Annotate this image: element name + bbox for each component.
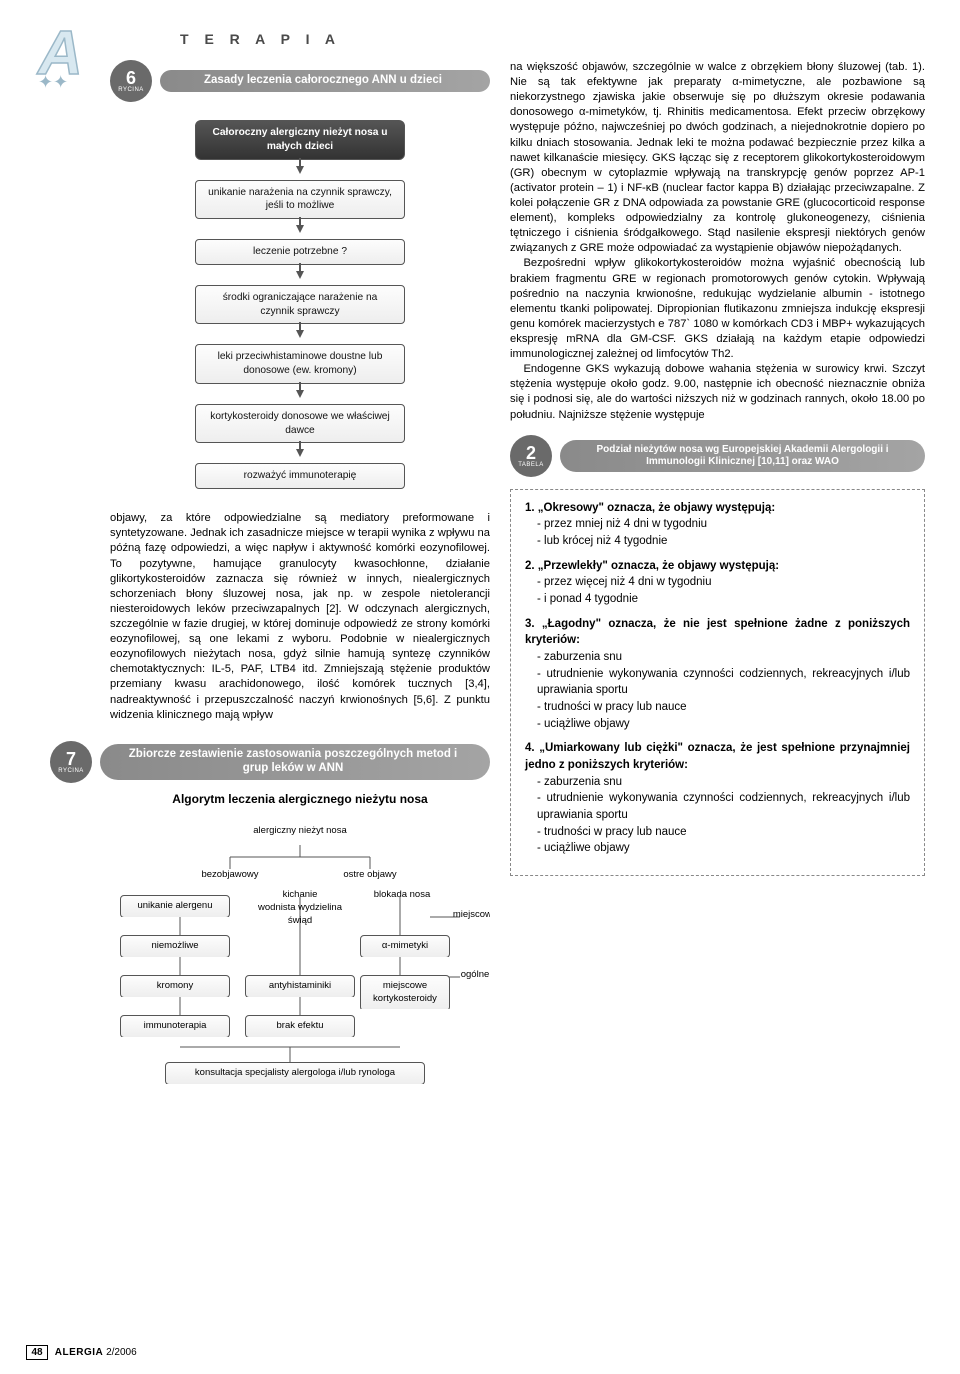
tabela-item-lead: 3. „Łagodny" oznacza, że nie jest spełni… [525, 616, 910, 649]
tabela-item-sub: - utrudnienie wykonywania czynności codz… [537, 666, 910, 699]
right-p1: na większość objawów, szczególnie w walc… [510, 60, 925, 256]
algo-left-3: immunoterapia [120, 1015, 230, 1037]
tabela2-badge-label: TABELA [518, 462, 544, 468]
algo-left-2: kromony [120, 975, 230, 997]
algo-mid-label: kichanie wodnista wydzielina świąd [245, 889, 355, 927]
flow-step-3: środki ograniczające narażenie na czynni… [195, 285, 405, 325]
tabela-item: 4. „Umiarkowany lub ciężki" oznacza, że … [525, 740, 910, 857]
tabela-item-sub: - zaburzenia snu [537, 649, 910, 666]
left-paragraph: objawy, za które odpowiedzialne są media… [110, 511, 490, 723]
algo-svg: alergiczny nieżyt nosa bezobjawowy ostre… [110, 817, 490, 1097]
tabela-item-sub: - trudności w pracy lub nauce [537, 699, 910, 716]
tabela-item-sub: - utrudnienie wykonywania czynności codz… [537, 790, 910, 823]
algo-branch-right: ostre objawy [320, 869, 420, 882]
tabela-item-lead: 1. „Okresowy" oznacza, że objawy występu… [525, 500, 910, 517]
arrow-icon [296, 225, 304, 233]
flow-step-5: kortykosteroidy donosowe we właściwej da… [195, 404, 405, 444]
flow-step-4: leki przeciwhistaminowe doustne lub dono… [195, 344, 405, 384]
journal-logo: A ✦✦ [30, 18, 100, 88]
tabela-item-sub: - przez więcej niż 4 dni w tygodniu [537, 574, 910, 591]
right-p3: Endogenne GKS wykazują dobowe wahania st… [510, 362, 925, 422]
left-column: 6 RYCINA Zasady leczenia całorocznego AN… [110, 60, 490, 1097]
figure7-algorithm: Algorytm leczenia alergicznego nieżytu n… [110, 791, 490, 1097]
figure6-number: 6 [126, 69, 136, 87]
tabela-item-lead: 4. „Umiarkowany lub ciężki" oznacza, że … [525, 740, 910, 773]
journal-name: ALERGIA [55, 1347, 104, 1358]
arrow-icon [296, 449, 304, 457]
algo-right-0: α-mimetyki [360, 935, 450, 957]
tabela-item-lead: 2. „Przewlekły" oznacza, że objawy wystę… [525, 558, 910, 575]
left-body-text: objawy, za które odpowiedzialne są media… [110, 511, 490, 723]
algo-right-label: blokada nosa [362, 889, 442, 902]
figure7-badge-label: RYCINA [58, 768, 84, 774]
flow-step-0: Całoroczny alergiczny nieżyt nosa u mały… [195, 120, 405, 160]
algo-root: alergiczny nieżyt nosa [240, 825, 360, 838]
svg-text:✦✦: ✦✦ [38, 72, 68, 88]
figure6-header: 6 RYCINA Zasady leczenia całorocznego AN… [110, 60, 490, 102]
tabela-item-sub: - uciążliwe objawy [537, 840, 910, 857]
flow-step-2: leczenie potrzebne ? [195, 239, 405, 265]
figure6-title: Zasady leczenia całorocznego ANN u dziec… [160, 70, 490, 92]
tabela-item-sub: - lub krócej niż 4 tygodnie [537, 533, 910, 550]
arrow-icon [296, 271, 304, 279]
tabela-item-sub: - i ponad 4 tygodnie [537, 591, 910, 608]
algo-title: Algorytm leczenia alergicznego nieżytu n… [110, 791, 490, 807]
algo-branch-left: bezobjawowy [180, 869, 280, 882]
algo-side-1: ogólne [450, 969, 490, 982]
tabela2-box: 1. „Okresowy" oznacza, że objawy występu… [510, 489, 925, 876]
page-footer: 48 ALERGIA 2/2006 [26, 1345, 137, 1361]
algo-left-0: unikanie alergenu [120, 895, 230, 917]
algo-side-0: miejscowe [450, 909, 490, 922]
arrow-icon [296, 330, 304, 338]
tabela-item: 3. „Łagodny" oznacza, że nie jest spełni… [525, 616, 910, 733]
algo-mid-1: brak efektu [245, 1015, 355, 1037]
page-number: 48 [26, 1345, 48, 1361]
figure6-badge-label: RYCINA [118, 87, 144, 93]
algo-left-1: niemożliwe [120, 935, 230, 957]
figure6-badge: 6 RYCINA [110, 60, 152, 102]
right-p2: Bezpośredni wpływ glikokortykosteroidów … [510, 256, 925, 362]
issue-number: 2/2006 [106, 1347, 137, 1358]
tabela-item-sub: - trudności w pracy lub nauce [537, 824, 910, 841]
arrow-icon [296, 166, 304, 174]
figure7-badge: 7 RYCINA [50, 741, 92, 783]
tabela2-list: 1. „Okresowy" oznacza, że objawy występu… [525, 500, 910, 857]
figure6-flowchart: Całoroczny alergiczny nieżyt nosa u mały… [110, 110, 490, 499]
flow-step-6: rozważyć immunoterapię [195, 463, 405, 489]
algo-right-1: miejscowe kortykosteroidy [360, 975, 450, 1009]
tabela-item: 2. „Przewlekły" oznacza, że objawy wystę… [525, 558, 910, 608]
tabela-item-sub: - zaburzenia snu [537, 774, 910, 791]
tabela2-number: 2 [526, 444, 536, 462]
right-body: na większość objawów, szczególnie w walc… [510, 60, 925, 423]
figure7-title: Zbiorcze zestawienie zastosowania poszcz… [100, 744, 490, 780]
tabela2-header: 2 TABELA Podział nieżytów nosa wg Europe… [510, 435, 925, 477]
arrow-icon [296, 390, 304, 398]
tabela2-title: Podział nieżytów nosa wg Europejskiej Ak… [560, 440, 925, 472]
page-title: T E R A P I A [180, 30, 341, 49]
algo-bottom: konsultacja specjalisty alergologa i/lub… [165, 1062, 425, 1084]
tabela-item-sub: - przez mniej niż 4 dni w tygodniu [537, 516, 910, 533]
figure7-header: 7 RYCINA Zbiorcze zestawienie zastosowan… [50, 741, 490, 783]
algo-mid-0: antyhistaminiki [245, 975, 355, 997]
tabela-item-sub: - uciążliwe objawy [537, 716, 910, 733]
flow-step-1: unikanie narażenia na czynnik sprawczy, … [195, 180, 405, 220]
tabela-item: 1. „Okresowy" oznacza, że objawy występu… [525, 500, 910, 550]
right-column: na większość objawów, szczególnie w walc… [510, 60, 925, 876]
tabela2-badge: 2 TABELA [510, 435, 552, 477]
figure7-number: 7 [66, 750, 76, 768]
